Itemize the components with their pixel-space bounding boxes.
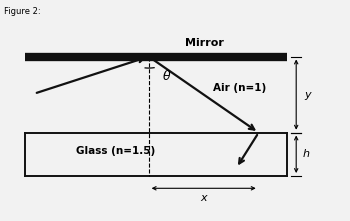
Text: Glass (n=1.5): Glass (n=1.5) <box>76 146 155 156</box>
Text: y: y <box>304 90 311 100</box>
Text: Figure 2:: Figure 2: <box>4 7 40 16</box>
Text: h: h <box>302 149 309 159</box>
Text: Air (n=1): Air (n=1) <box>213 82 266 93</box>
Text: θ: θ <box>163 70 171 83</box>
Text: x: x <box>200 193 207 203</box>
Text: Mirror: Mirror <box>185 38 224 48</box>
